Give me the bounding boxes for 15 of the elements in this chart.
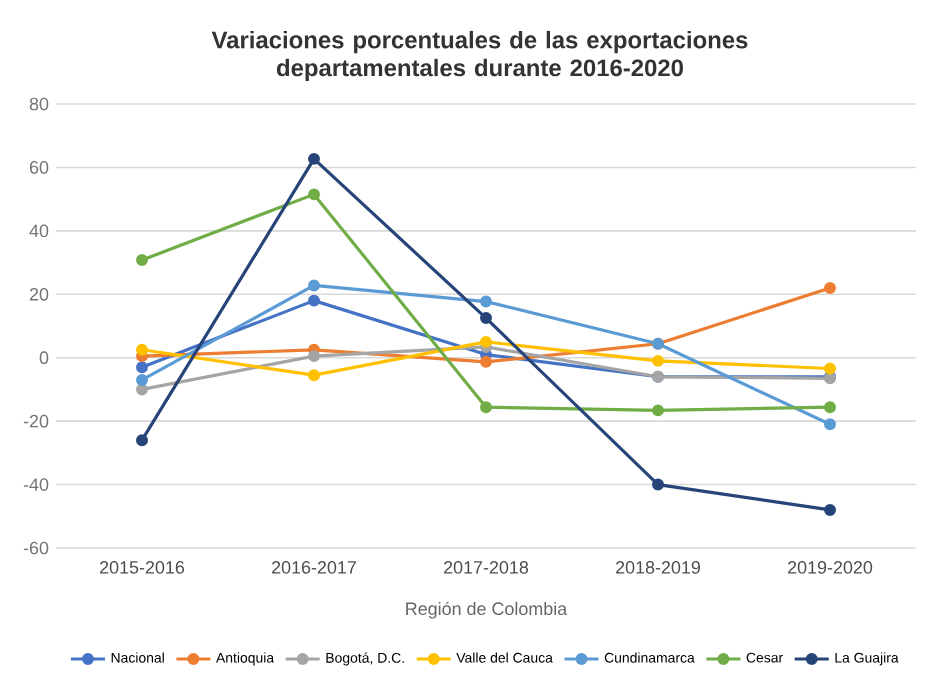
- x-tick-label: 2016-2017: [272, 561, 356, 574]
- y-tick-label: 80: [29, 97, 49, 111]
- y-tick-label: 0: [39, 351, 49, 365]
- x-tick-label: 2015-2016: [100, 561, 185, 574]
- x-tick-label: 2017-2018: [444, 561, 529, 574]
- chart-title: Variaciones porcentuales de las exportaciones departamentales durante 2016-2020: [211, 30, 748, 82]
- y-tick-label: 20: [29, 287, 49, 301]
- y-tick-label: 40: [29, 224, 49, 238]
- y-tick-label: -20: [23, 414, 49, 428]
- x-tick-label: 2019-2020: [788, 561, 873, 574]
- y-tick-label: -40: [23, 478, 49, 491]
- y-tick-label: -60: [23, 541, 49, 555]
- x-axis-title: Región de Colombia: [406, 601, 568, 619]
- y-tick-label: 60: [29, 161, 49, 174]
- x-tick-label: 2018-2019: [616, 561, 701, 574]
